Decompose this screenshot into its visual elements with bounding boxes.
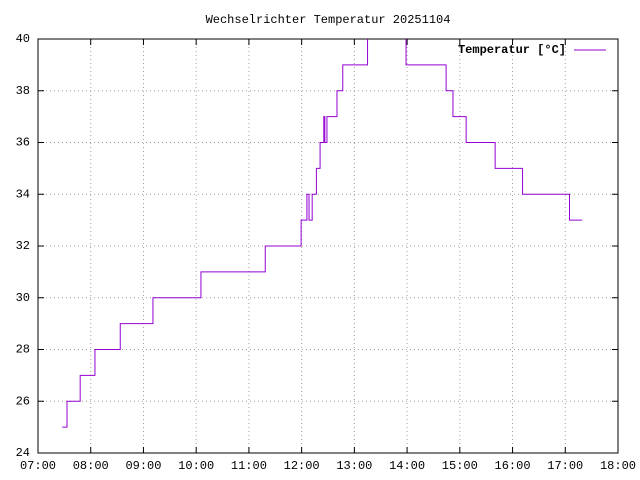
chart-title: Wechselrichter Temperatur 20251104: [206, 13, 451, 27]
y-tick-label: 24: [16, 446, 30, 460]
y-tick-label: 40: [16, 32, 30, 46]
y-tick-label: 34: [16, 187, 30, 201]
y-tick-label: 38: [16, 84, 30, 98]
data-line: [62, 39, 583, 428]
x-tick-label: 08:00: [73, 459, 109, 473]
x-tick-label: 09:00: [125, 459, 161, 473]
x-tick-label: 07:00: [20, 459, 56, 473]
x-tick-label: 15:00: [442, 459, 478, 473]
x-tick-label: 12:00: [284, 459, 320, 473]
x-tick-label: 18:00: [600, 459, 636, 473]
x-tick-label: 13:00: [336, 459, 372, 473]
x-tick-label: 14:00: [389, 459, 425, 473]
x-tick-label: 11:00: [231, 459, 267, 473]
y-tick-label: 30: [16, 291, 30, 305]
y-tick-label: 32: [16, 239, 30, 253]
y-tick-label: 28: [16, 343, 30, 357]
x-tick-label: 10:00: [178, 459, 214, 473]
y-tick-label: 26: [16, 394, 30, 408]
x-tick-label: 17:00: [547, 459, 583, 473]
y-tick-label: 36: [16, 136, 30, 150]
legend-label: Temperatur [°C]: [458, 43, 566, 57]
x-tick-label: 16:00: [495, 459, 531, 473]
